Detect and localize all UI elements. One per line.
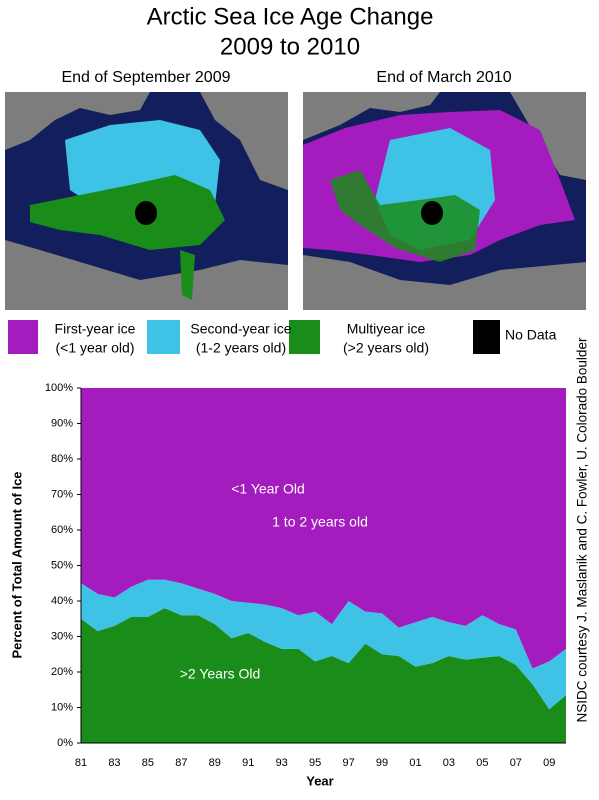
y-tick-label: 30% [51, 630, 73, 642]
legend-detail: (<1 year old) [56, 340, 135, 356]
x-tick-label: 01 [409, 757, 421, 769]
x-tick-label: 81 [75, 757, 87, 769]
y-tick-label: 100% [45, 382, 73, 394]
y-tick-label: 90% [51, 417, 73, 429]
legend-detail: (1-2 years old) [196, 340, 286, 356]
x-tick-label: 97 [342, 757, 354, 769]
x-tick-label: 87 [175, 757, 187, 769]
legend-swatch [147, 320, 180, 354]
legend-swatch [8, 320, 38, 354]
area [81, 579, 566, 710]
x-axis-label: Year [306, 773, 333, 788]
title-line: Arctic Sea Ice Age Change [147, 3, 434, 30]
map-title: End of March 2010 [376, 69, 511, 86]
legend-swatch [473, 320, 500, 354]
legend-label: First-year ice [55, 321, 136, 337]
x-tick-label: 99 [376, 757, 388, 769]
x-tick-label: 05 [476, 757, 488, 769]
title-line: 2009 to 2010 [220, 33, 360, 60]
y-tick-label: 50% [51, 559, 73, 571]
credit: NSIDC courtesy J. Maslanik and C. Fowler… [575, 337, 590, 722]
x-tick-label: 07 [510, 757, 522, 769]
x-tick-label: 93 [276, 757, 288, 769]
legend-label: Second-year ice [190, 321, 291, 337]
area [81, 608, 566, 743]
area-label: <1 Year Old [231, 481, 305, 497]
y-axis-label: Percent of Total Amount of Ice [9, 471, 24, 658]
y-tick-label: 0% [57, 737, 73, 749]
area-label: 1 to 2 years old [272, 514, 368, 530]
y-tick-label: 20% [51, 666, 73, 678]
y-tick-label: 70% [51, 488, 73, 500]
y-tick-label: 80% [51, 453, 73, 465]
x-tick-label: 91 [242, 757, 254, 769]
map-title: End of September 2009 [61, 69, 230, 86]
legend-label: Multiyear ice [347, 321, 426, 337]
y-tick-label: 60% [51, 524, 73, 536]
x-tick-label: 89 [209, 757, 221, 769]
y-tick-label: 40% [51, 595, 73, 607]
x-tick-label: 85 [142, 757, 154, 769]
area-label: >2 Years Old [180, 666, 261, 682]
x-tick-label: 83 [108, 757, 120, 769]
legend-detail: (>2 years old) [343, 340, 429, 356]
map [5, 92, 288, 310]
x-tick-label: 03 [443, 757, 455, 769]
map [303, 92, 586, 310]
x-tick-label: 95 [309, 757, 321, 769]
legend-swatch [289, 320, 320, 354]
area [81, 388, 566, 669]
y-tick-label: 10% [51, 701, 73, 713]
legend-label: No Data [505, 327, 557, 343]
x-tick-label: 09 [543, 757, 555, 769]
